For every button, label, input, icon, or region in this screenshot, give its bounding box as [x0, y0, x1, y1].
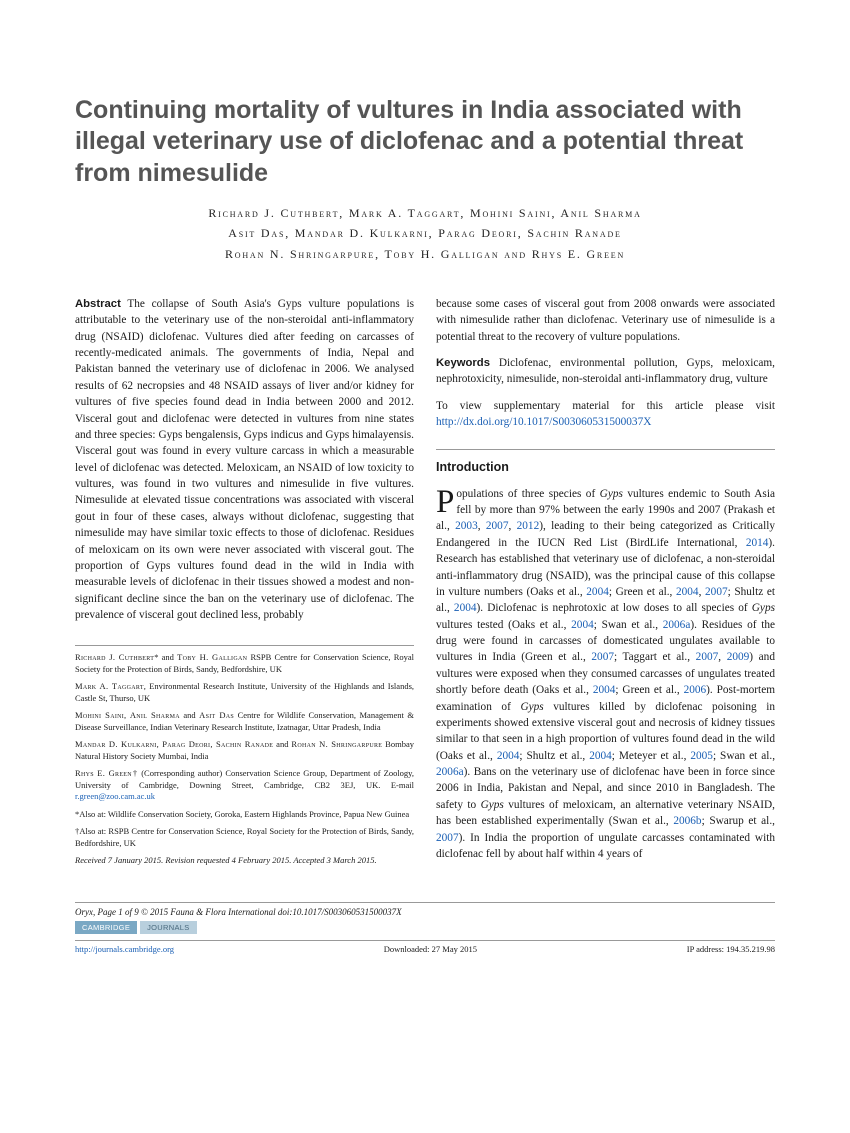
abstract-paragraph: Abstract The collapse of South Asia's Gy…: [75, 296, 414, 624]
affiliation-2: Mark A. Taggart, Environmental Research …: [75, 681, 414, 704]
abstract-label: Abstract: [75, 298, 121, 310]
supp-text: To view supplementary material for this …: [436, 400, 775, 412]
affiliation-5: Rhys E. Green† (Corresponding author) Co…: [75, 768, 414, 802]
supplementary-note: To view supplementary material for this …: [436, 398, 775, 431]
journals-link[interactable]: http://journals.cambridge.org: [75, 944, 174, 954]
authors-line-2: Asit Das, Mandar D. Kulkarni, Parag Deor…: [228, 226, 621, 240]
affiliation-1: Richard J. Cuthbert* and Toby H. Galliga…: [75, 652, 414, 675]
authors-line-1: Richard J. Cuthbert, Mark A. Taggart, Mo…: [208, 206, 641, 220]
ip-address: IP address: 194.35.219.98: [687, 944, 775, 954]
corresponding-email-link[interactable]: r.green@zoo.cam.ac.uk: [75, 791, 155, 801]
authors-block: Richard J. Cuthbert, Mark A. Taggart, Mo…: [75, 203, 775, 264]
dropcap: P: [436, 486, 456, 516]
cambridge-badge: CAMBRIDGE: [75, 921, 137, 934]
affiliation-note-2: †Also at: RSPB Centre for Conservation S…: [75, 826, 414, 849]
journals-badge: JOURNALS: [140, 921, 196, 934]
affiliations-block: Richard J. Cuthbert* and Toby H. Galliga…: [75, 645, 414, 866]
page-footer: Oryx, Page 1 of 9 © 2015 Fauna & Flora I…: [75, 902, 775, 954]
supplementary-link[interactable]: http://dx.doi.org/10.1017/S0030605315000…: [436, 416, 651, 428]
intro-text: opulations of three species of Gyps vult…: [436, 488, 775, 860]
affiliation-note-1: *Also at: Wildlife Conservation Society,…: [75, 809, 414, 820]
introduction-paragraph: Populations of three species of Gyps vul…: [436, 486, 775, 863]
article-title: Continuing mortality of vultures in Indi…: [75, 95, 775, 189]
footer-citation: Oryx, Page 1 of 9 © 2015 Fauna & Flora I…: [75, 902, 775, 917]
introduction-heading: Introduction: [436, 449, 775, 476]
keywords-label: Keywords: [436, 357, 490, 369]
publisher-badges: CAMBRIDGE JOURNALS: [75, 921, 775, 934]
affiliation-4: Mandar D. Kulkarni, Parag Deori, Sachin …: [75, 739, 414, 762]
keywords-paragraph: Keywords Diclofenac, environmental pollu…: [436, 355, 775, 388]
body-columns: Abstract The collapse of South Asia's Gy…: [75, 296, 775, 872]
downloaded-date: Downloaded: 27 May 2015: [384, 944, 477, 954]
received-dates: Received 7 January 2015. Revision reques…: [75, 855, 414, 866]
affiliation-3: Mohini Saini, Anil Sharma and Asit Das C…: [75, 710, 414, 733]
abstract-text: The collapse of South Asia's Gyps vultur…: [75, 298, 414, 621]
abstract-continuation: because some cases of visceral gout from…: [436, 296, 775, 345]
authors-line-3: Rohan N. Shringarpure, Toby H. Galligan …: [225, 247, 625, 261]
